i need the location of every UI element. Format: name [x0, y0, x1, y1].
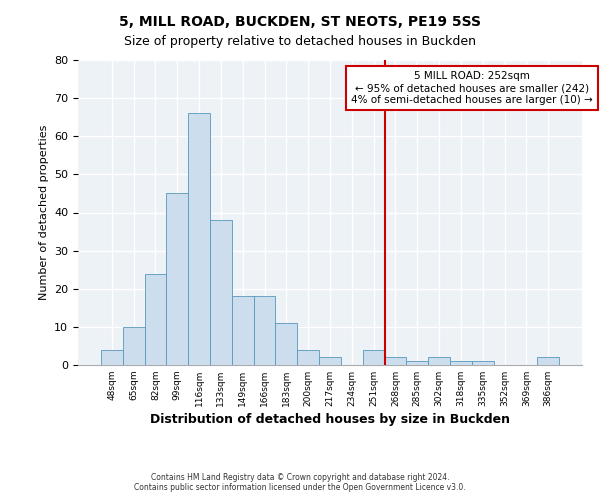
Bar [537, 358, 559, 365]
Bar [232, 296, 254, 365]
Bar [145, 274, 166, 365]
Bar [428, 358, 450, 365]
Bar [297, 350, 319, 365]
Bar [123, 327, 145, 365]
Bar [210, 220, 232, 365]
Text: Contains HM Land Registry data © Crown copyright and database right 2024.
Contai: Contains HM Land Registry data © Crown c… [134, 473, 466, 492]
Text: 5, MILL ROAD, BUCKDEN, ST NEOTS, PE19 5SS: 5, MILL ROAD, BUCKDEN, ST NEOTS, PE19 5S… [119, 15, 481, 29]
Bar [319, 358, 341, 365]
Bar [101, 350, 123, 365]
Bar [406, 361, 428, 365]
Bar [166, 194, 188, 365]
Y-axis label: Number of detached properties: Number of detached properties [38, 125, 49, 300]
Bar [363, 350, 385, 365]
Bar [472, 361, 494, 365]
Text: 5 MILL ROAD: 252sqm
← 95% of detached houses are smaller (242)
4% of semi-detach: 5 MILL ROAD: 252sqm ← 95% of detached ho… [351, 72, 593, 104]
Bar [275, 323, 297, 365]
Bar [188, 114, 210, 365]
X-axis label: Distribution of detached houses by size in Buckden: Distribution of detached houses by size … [150, 413, 510, 426]
Bar [385, 358, 406, 365]
Text: Size of property relative to detached houses in Buckden: Size of property relative to detached ho… [124, 35, 476, 48]
Bar [254, 296, 275, 365]
Bar [450, 361, 472, 365]
